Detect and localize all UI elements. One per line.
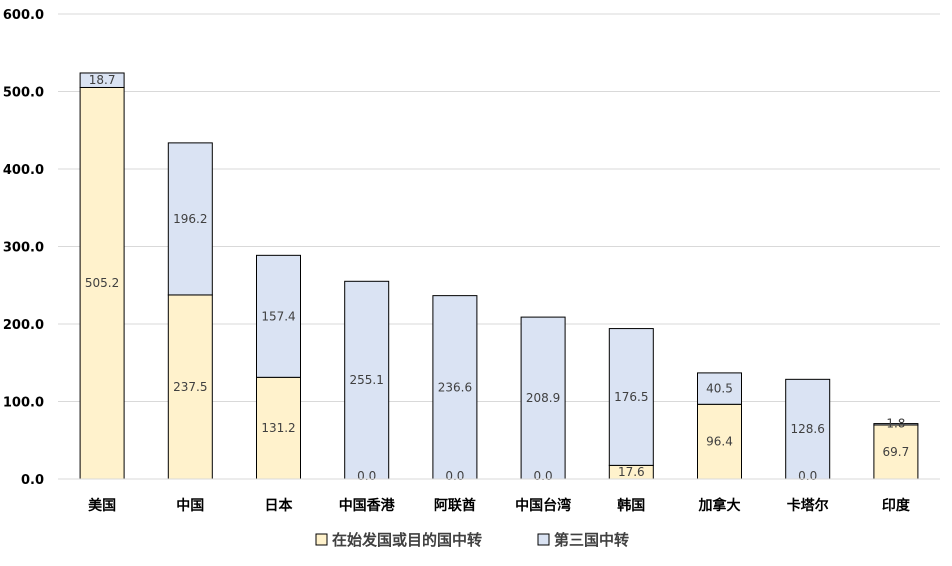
data-label-origin-destination: 0.0 xyxy=(798,469,817,483)
data-label-origin-destination: 69.7 xyxy=(883,445,910,459)
data-label-third-country: 208.9 xyxy=(526,391,560,405)
data-label-third-country: 40.5 xyxy=(706,382,733,396)
x-category-label: 日本 xyxy=(265,497,294,514)
y-axis: 0.0 100.0 200.0 300.0 400.0 500.0 600.0 xyxy=(3,8,44,488)
y-tick-label: 100.0 xyxy=(3,396,44,411)
bar-segment-third-country xyxy=(256,254,301,378)
x-category-label: 美国 xyxy=(88,497,116,514)
data-label-origin-destination: 131.2 xyxy=(261,421,295,435)
data-label-origin-destination: 0.0 xyxy=(357,469,376,483)
x-category-label: 阿联酋 xyxy=(434,497,476,514)
data-label-third-country: 255.1 xyxy=(350,373,384,387)
bar-segment-third-country xyxy=(79,72,125,88)
data-label-third-country: 18.7 xyxy=(89,73,116,87)
data-label-third-country: 236.6 xyxy=(438,380,472,394)
data-label-third-country: 196.2 xyxy=(173,212,207,226)
data-label-origin-destination: 17.6 xyxy=(618,465,645,479)
bar-segment-origin-destination xyxy=(256,376,301,480)
data-label-origin-destination: 237.5 xyxy=(173,380,207,394)
x-category-label: 韩国 xyxy=(617,497,645,514)
x-category-label: 中国 xyxy=(176,497,204,514)
bar-segment-third-country xyxy=(432,295,478,480)
data-label-third-country: 157.4 xyxy=(261,309,295,323)
x-category-label: 中国台湾 xyxy=(515,497,571,514)
data-label-origin-destination: 505.2 xyxy=(85,276,119,290)
x-category-label: 卡塔尔 xyxy=(787,497,829,514)
x-category-label: 印度 xyxy=(882,497,911,514)
bar-segment-third-country xyxy=(608,328,654,466)
bar-segment-third-country xyxy=(873,423,919,426)
legend-swatch xyxy=(315,533,328,546)
bar-segment-origin-destination xyxy=(167,294,213,480)
y-tick-label: 400.0 xyxy=(3,163,44,178)
bar-segment-third-country xyxy=(167,142,213,296)
bar-segment-third-country xyxy=(520,316,566,480)
bar-segment-origin-destination xyxy=(873,424,919,480)
data-label-third-country: 128.6 xyxy=(791,422,825,436)
bar-segment-third-country xyxy=(697,372,742,405)
y-tick-label: 300.0 xyxy=(3,241,44,256)
legend: 在始发国或目的国中转 第三国中转 xyxy=(315,531,629,549)
data-label-origin-destination: 0.0 xyxy=(534,469,553,483)
legend-label: 第三国中转 xyxy=(554,531,629,549)
legend-label: 在始发国或目的国中转 xyxy=(332,531,482,549)
x-category-label: 加拿大 xyxy=(698,497,741,514)
x-category-label: 中国香港 xyxy=(339,497,396,514)
y-tick-label: 500.0 xyxy=(3,86,44,101)
y-tick-label: 200.0 xyxy=(3,318,44,333)
bars xyxy=(79,72,919,480)
y-tick-label: 0.0 xyxy=(21,473,44,488)
data-label-third-country: 1.8 xyxy=(886,417,905,431)
data-label-third-country: 176.5 xyxy=(614,390,648,404)
data-label-origin-destination: 0.0 xyxy=(445,469,464,483)
legend-swatch xyxy=(537,533,550,546)
data-label-origin-destination: 96.4 xyxy=(706,435,733,449)
data-labels: 505.2 18.7 237.5 196.2 131.2 157.4 0.0 255.1 0.0… xyxy=(85,73,909,483)
bar-segment-third-country xyxy=(344,280,390,480)
x-axis: 美国 中国 日本 中国香港 阿联酋 中国台湾 韩国 加拿大 卡塔尔 印度 xyxy=(58,478,940,514)
y-tick-label: 600.0 xyxy=(3,8,44,23)
